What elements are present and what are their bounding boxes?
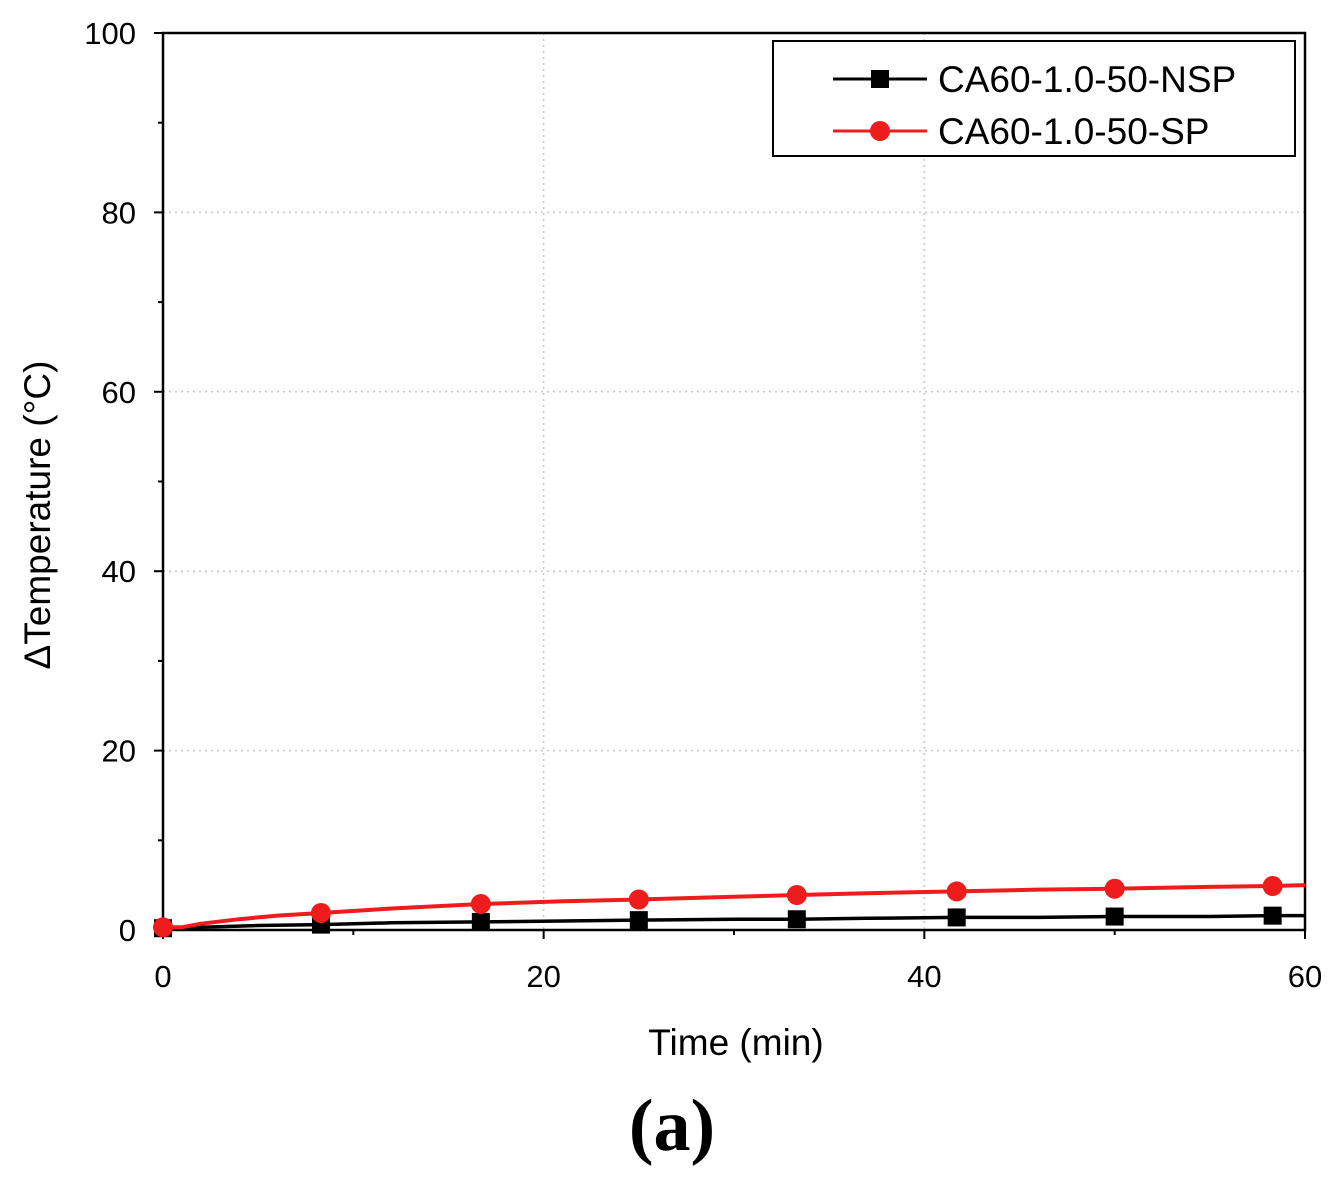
data-point-circle bbox=[470, 893, 491, 914]
data-point-square bbox=[947, 908, 966, 927]
x-tick-label: 60 bbox=[1288, 959, 1322, 994]
data-point-square bbox=[1105, 907, 1124, 926]
y-tick-label: 40 bbox=[102, 554, 136, 589]
legend-marker-circle bbox=[870, 121, 890, 141]
data-point-circle bbox=[1262, 876, 1283, 897]
y-axis-title: ΔTemperature (°C) bbox=[17, 361, 58, 670]
x-axis-title: Time (min) bbox=[648, 1022, 823, 1063]
y-tick-label: 20 bbox=[102, 734, 136, 769]
data-point-circle bbox=[628, 889, 649, 910]
data-point-circle bbox=[946, 881, 967, 902]
grid-lines bbox=[163, 33, 1305, 930]
y-tick-label: 80 bbox=[102, 195, 136, 230]
data-point-circle bbox=[310, 902, 331, 923]
data-point-circle bbox=[786, 885, 807, 906]
legend-label-nsp: CA60-1.0-50-NSP bbox=[938, 59, 1236, 100]
x-tick-label: 20 bbox=[526, 959, 560, 994]
data-point-square bbox=[787, 910, 806, 929]
data-point-square bbox=[471, 912, 490, 931]
data-point-circle bbox=[153, 917, 173, 938]
y-tick-label: 0 bbox=[119, 913, 136, 948]
plot-frame bbox=[161, 31, 1307, 932]
data-series bbox=[153, 876, 1306, 938]
legend-label-sp: CA60-1.0-50-SP bbox=[938, 111, 1209, 152]
y-tick-label: 100 bbox=[84, 16, 136, 51]
data-point-circle bbox=[1104, 878, 1125, 899]
series-line-sp bbox=[163, 883, 1306, 930]
panel-label: (a) bbox=[629, 1085, 715, 1167]
x-tick-label: 0 bbox=[154, 959, 171, 994]
series-line-nsp bbox=[162, 913, 1305, 930]
data-point-square bbox=[1263, 906, 1282, 925]
legend-marker-square bbox=[871, 70, 889, 88]
data-point-square bbox=[629, 911, 648, 930]
y-tick-label: 60 bbox=[102, 375, 136, 410]
x-tick-label: 40 bbox=[907, 959, 941, 994]
legend-box bbox=[772, 40, 1296, 157]
legend: CA60-1.0-50-NSP CA60-1.0-50-SP bbox=[772, 40, 1296, 157]
axes: 0 20 40 60 0 20 40 60 80 100 bbox=[84, 16, 1322, 994]
